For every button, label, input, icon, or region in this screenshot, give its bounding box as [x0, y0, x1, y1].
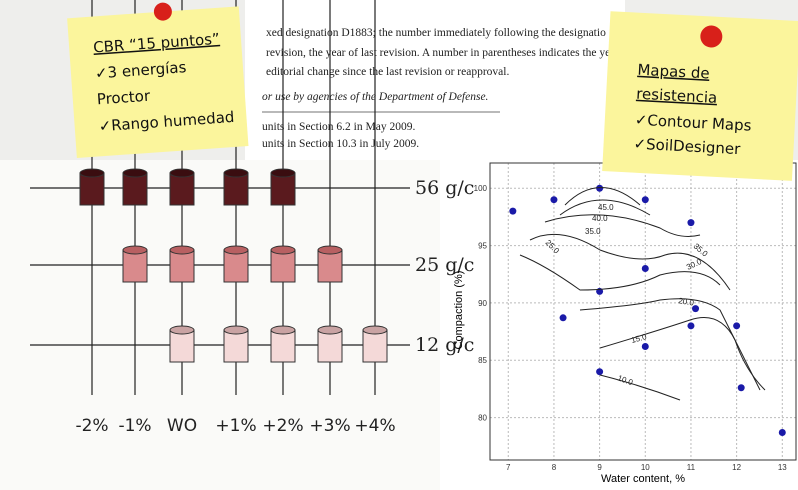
- diagram-background: [0, 160, 440, 490]
- slide: xed designation D1883; the number immedi…: [0, 0, 798, 490]
- data-point: [687, 322, 694, 329]
- data-point: [733, 322, 740, 329]
- data-point: [687, 219, 694, 226]
- data-point: [509, 208, 516, 215]
- x-tick-label: 10: [641, 463, 650, 472]
- cylinder-top: [123, 246, 147, 254]
- data-point: [550, 196, 557, 203]
- doc-line: units in Section 6.2 in May 2009.: [262, 121, 415, 133]
- cylinder: [170, 169, 194, 205]
- data-point: [560, 314, 567, 321]
- cylinder: [271, 326, 295, 362]
- cylinder-body: [224, 330, 248, 362]
- cylinder-top: [271, 169, 295, 177]
- cylinder: [224, 246, 248, 282]
- x-tick-label: 8: [552, 463, 557, 472]
- data-point: [642, 265, 649, 272]
- cylinder-body: [271, 173, 295, 205]
- cylinder: [271, 246, 295, 282]
- doc-line: xed designation D1883; the number immedi…: [266, 27, 606, 39]
- cylinder: [318, 246, 342, 282]
- cylinder-top: [318, 326, 342, 334]
- cylinder-top: [170, 169, 194, 177]
- cylinder: [224, 169, 248, 205]
- cylinder-top: [224, 246, 248, 254]
- sticky-note: Mapas de resistencia ✓Contour Maps ✓Soil…: [602, 11, 798, 181]
- sticky-note: CBR “15 puntos” ✓3 energías Proctor ✓Ran…: [66, 0, 248, 158]
- moisture-label: -1%: [118, 416, 151, 436]
- chart-background: [440, 160, 798, 490]
- cylinder: [123, 169, 147, 205]
- cylinder-body: [170, 250, 194, 282]
- data-point: [642, 196, 649, 203]
- doc-line: editorial change since the last revision…: [266, 66, 509, 78]
- note-line: Proctor: [96, 87, 151, 109]
- cylinder-body: [224, 250, 248, 282]
- moisture-label: +4%: [354, 416, 395, 436]
- x-tick-label: 13: [778, 463, 787, 472]
- note-paper: [67, 6, 248, 158]
- canvas: xed designation D1883; the number immedi…: [0, 0, 798, 490]
- cylinder-top: [363, 326, 387, 334]
- energy-label: 25 g/c: [415, 254, 474, 276]
- x-tick-label: 11: [687, 463, 696, 472]
- y-tick-label: 100: [474, 184, 488, 193]
- energy-label: 12 g/c: [415, 334, 474, 356]
- x-tick-label: 12: [732, 463, 741, 472]
- energy-label: 56 g/c: [415, 177, 474, 199]
- contour-label: 40.0: [592, 214, 608, 223]
- note-title: Mapas de: [637, 61, 710, 83]
- y-axis-label: Compaction (%): [453, 271, 465, 350]
- y-tick-label: 85: [478, 356, 487, 365]
- x-axis-label: Water content, %: [601, 473, 685, 485]
- cylinder-body: [271, 250, 295, 282]
- cylinder-body: [123, 250, 147, 282]
- data-point: [738, 384, 745, 391]
- cylinder-body: [318, 330, 342, 362]
- moisture-label: +2%: [262, 416, 303, 436]
- cylinder-body: [318, 250, 342, 282]
- cylinder: [224, 326, 248, 362]
- x-tick-label: 7: [506, 463, 511, 472]
- cylinder: [80, 169, 104, 205]
- cylinder-body: [80, 173, 104, 205]
- cylinder-top: [271, 326, 295, 334]
- cylinder-top: [271, 246, 295, 254]
- cylinder: [363, 326, 387, 362]
- data-point: [779, 429, 786, 436]
- cylinder-top: [80, 169, 104, 177]
- document-page: [245, 0, 625, 160]
- cylinder-body: [123, 173, 147, 205]
- moisture-label: +1%: [215, 416, 256, 436]
- doc-line: units in Section 10.3 in July 2009.: [262, 138, 419, 150]
- data-point: [596, 368, 603, 375]
- contour-label: 45.0: [598, 203, 614, 212]
- cylinder-body: [170, 173, 194, 205]
- cylinder: [318, 326, 342, 362]
- cylinder-top: [123, 169, 147, 177]
- x-tick-label: 9: [597, 463, 602, 472]
- cylinder: [271, 169, 295, 205]
- doc-line: revision, the year of last revision. A n…: [266, 47, 610, 59]
- moisture-label: -2%: [75, 416, 108, 436]
- moisture-label: WO: [167, 416, 197, 436]
- y-tick-label: 95: [478, 242, 487, 251]
- cylinder-top: [318, 246, 342, 254]
- y-tick-label: 90: [478, 299, 487, 308]
- cylinder-body: [170, 330, 194, 362]
- y-tick-label: 80: [478, 414, 487, 423]
- cylinder-top: [224, 326, 248, 334]
- cylinder-top: [170, 246, 194, 254]
- cylinder-top: [170, 326, 194, 334]
- cylinder-body: [271, 330, 295, 362]
- cylinder: [170, 246, 194, 282]
- cylinder: [123, 246, 147, 282]
- contour-label: 35.0: [585, 227, 601, 236]
- data-point: [642, 343, 649, 350]
- moisture-label: +3%: [309, 416, 350, 436]
- cylinder: [170, 326, 194, 362]
- cylinder-body: [224, 173, 248, 205]
- cylinder-body: [363, 330, 387, 362]
- cylinder-top: [224, 169, 248, 177]
